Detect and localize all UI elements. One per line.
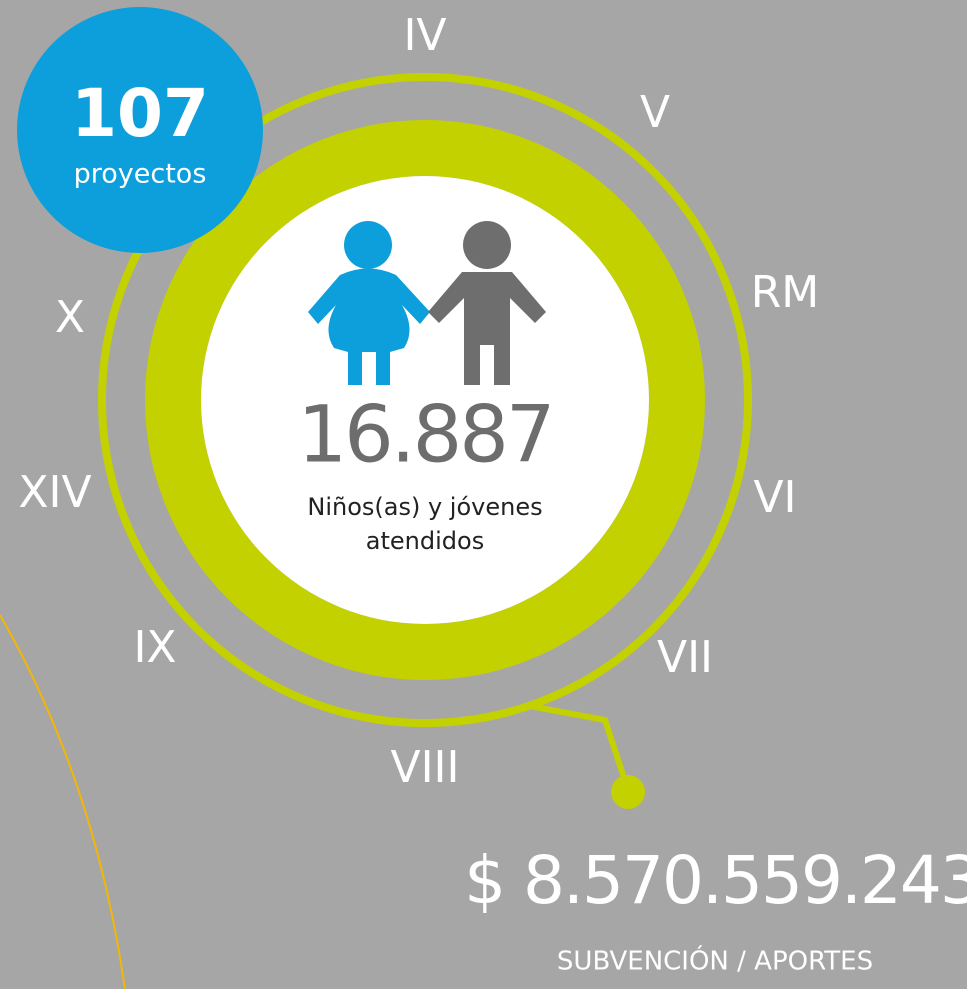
amount-label: SUBVENCIÓN / APORTES [557, 945, 873, 977]
region-label: VIII [390, 742, 459, 793]
amount-value: $ 8.570.559.243 [464, 842, 967, 919]
connector [529, 703, 631, 791]
badge-number: 107 [71, 75, 209, 152]
children-count: 16.887 [298, 390, 553, 480]
center-disc [201, 176, 649, 624]
badge-label: proyectos [74, 159, 207, 190]
thick-ring [145, 120, 705, 680]
child-icon-blue [308, 221, 430, 385]
child-icon-gray [428, 221, 546, 385]
badge [17, 7, 263, 253]
outer-ring [98, 73, 752, 727]
children-caption: Niños(as) y jóvenes atendidos [307, 493, 543, 555]
region-label: VII [657, 632, 713, 683]
region-label: IV [403, 10, 446, 61]
region-label: RM [751, 267, 820, 318]
connector-dot [611, 775, 645, 809]
region-label: VI [753, 472, 796, 523]
region-label: V [640, 87, 670, 138]
region-label: IX [133, 622, 176, 673]
region-label: X [55, 292, 85, 343]
region-label: XIV [18, 467, 91, 518]
decor-curve [0, 614, 126, 989]
